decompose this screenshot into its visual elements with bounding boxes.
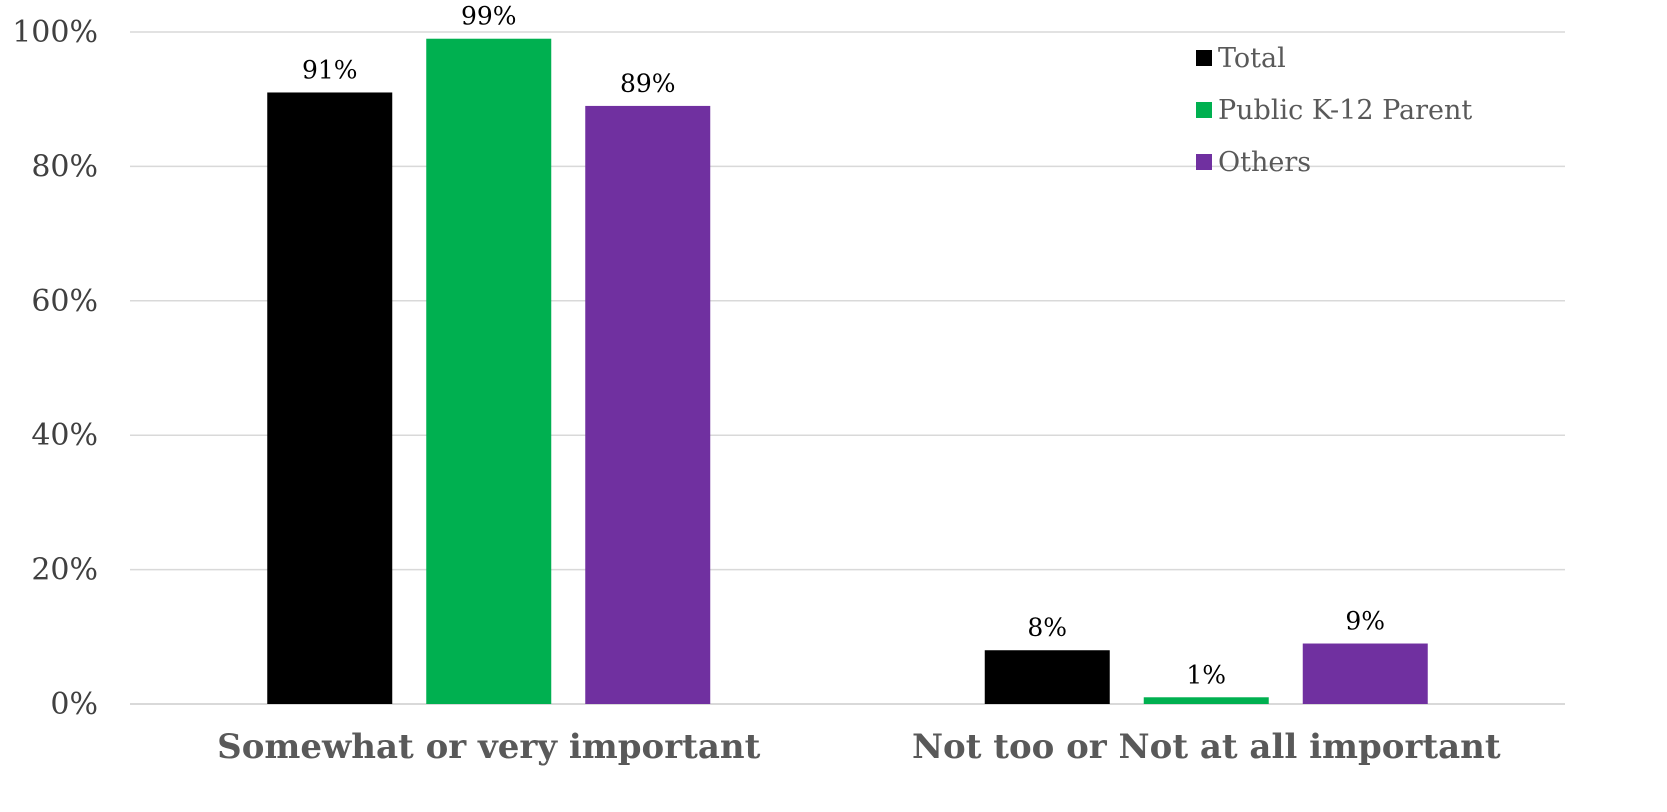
bar	[426, 38, 552, 705]
bars	[267, 38, 1428, 705]
x-category-label: Somewhat or very important	[217, 727, 760, 767]
data-label: 9%	[1345, 607, 1385, 636]
data-label: 99%	[461, 2, 517, 31]
bar	[1143, 697, 1269, 704]
data-label: 89%	[620, 69, 676, 98]
y-tick-label: 60%	[31, 284, 98, 319]
legend-swatch	[1196, 102, 1212, 118]
legend-label: Others	[1218, 147, 1311, 178]
bar	[585, 105, 711, 705]
bar	[1302, 643, 1428, 704]
legend-label: Total	[1218, 43, 1286, 74]
data-label: 8%	[1027, 613, 1067, 642]
data-label: 1%	[1186, 660, 1226, 689]
bar	[267, 92, 393, 705]
y-tick-label: 40%	[31, 418, 98, 453]
data-label: 91%	[302, 55, 358, 84]
x-category-label: Not too or Not at all important	[912, 727, 1501, 767]
data-labels: 91% 99% 89% 8% 1% 9%	[302, 2, 1385, 690]
y-axis-tick-labels: 0% 20% 40% 60% 80% 100%	[12, 15, 98, 722]
legend-swatch	[1196, 154, 1212, 170]
legend-label: Public K-12 Parent	[1218, 95, 1472, 126]
legend-swatch	[1196, 50, 1212, 66]
y-tick-label: 20%	[31, 553, 98, 588]
bar	[984, 650, 1110, 704]
legend: Total Public K-12 Parent Others	[1196, 43, 1472, 178]
x-axis-category-labels: Somewhat or very important Not too or Not…	[217, 727, 1501, 767]
y-tick-label: 0%	[50, 687, 98, 722]
y-tick-label: 100%	[12, 15, 98, 50]
y-tick-label: 80%	[31, 149, 98, 184]
